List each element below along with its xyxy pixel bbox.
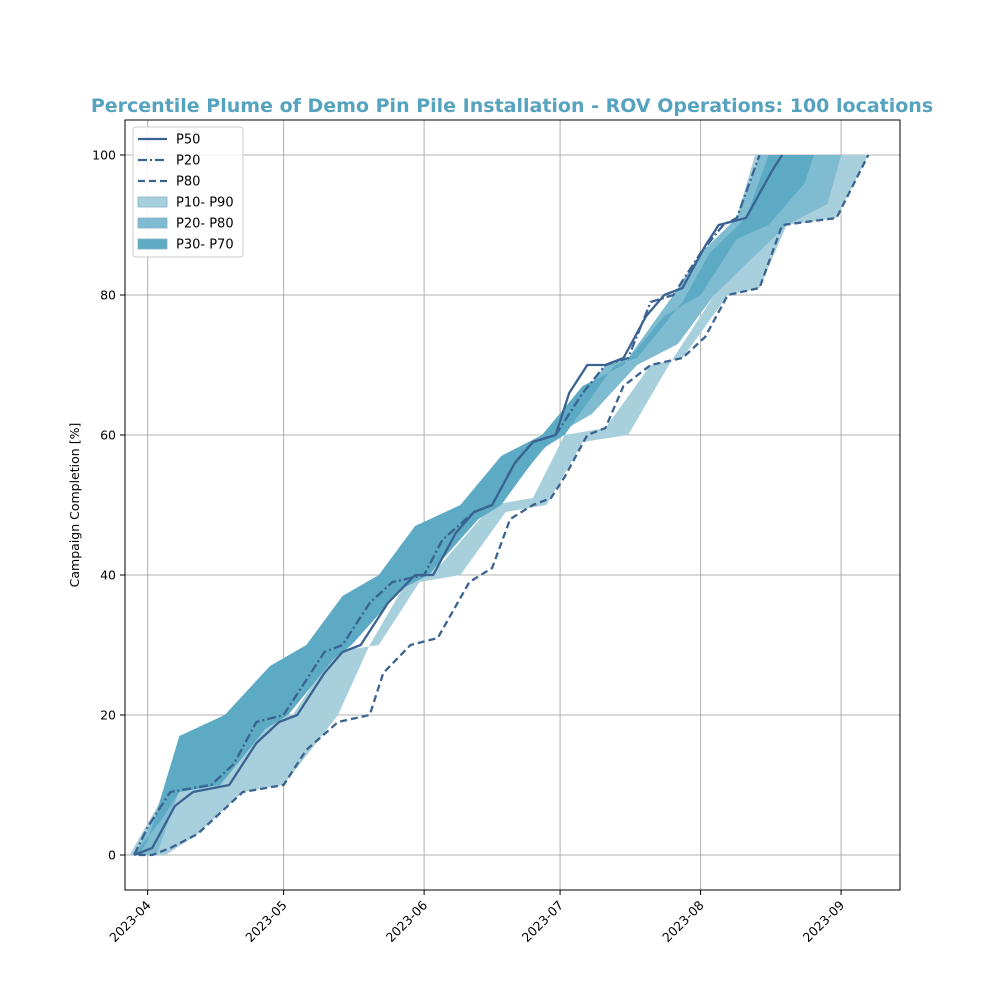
legend-label: P80 xyxy=(176,175,200,190)
percentile-bands xyxy=(129,155,869,855)
legend: P50 P20 P80 P10- P90 P20- P80 P30- P70 xyxy=(132,126,244,258)
band-p30-p70 xyxy=(134,155,814,855)
legend-label: P10- P90 xyxy=(176,196,234,211)
x-tick-label: 2023-05 xyxy=(242,898,290,946)
legend-patch-swatch xyxy=(137,217,168,229)
x-tick-label: 2023-07 xyxy=(519,898,567,946)
y-tick-label: 0 xyxy=(108,848,116,863)
y-tick-label: 60 xyxy=(100,428,116,443)
series-line-p50 xyxy=(133,154,784,857)
percentile-lines xyxy=(133,154,870,857)
y-tick-label: 40 xyxy=(100,568,116,583)
y-tick-label: 20 xyxy=(100,708,116,723)
legend-label: P20 xyxy=(176,154,200,169)
x-tick-label: 2023-06 xyxy=(383,897,431,945)
y-axis-label: Campaign Completion [%] xyxy=(67,423,82,588)
plot-area-frame xyxy=(124,119,901,891)
y-tick-label: 100 xyxy=(92,148,116,163)
legend-label: P20- P80 xyxy=(176,217,234,232)
series-line-p20 xyxy=(133,154,761,856)
x-tick-label: 2023-04 xyxy=(106,897,154,945)
legend-patch-swatch xyxy=(137,196,168,208)
grid-lines xyxy=(125,120,900,890)
x-tick-label: 2023-08 xyxy=(659,897,707,945)
series-line-p80 xyxy=(138,154,870,857)
chart-title: Percentile Plume of Demo Pin Pile Instal… xyxy=(91,95,933,117)
legend-patch-swatch xyxy=(137,238,168,250)
legend-label: P50 xyxy=(176,133,200,148)
legend-label: P30- P70 xyxy=(176,238,234,253)
y-tick-label: 80 xyxy=(100,288,116,303)
x-tick-label: 2023-09 xyxy=(800,897,848,945)
